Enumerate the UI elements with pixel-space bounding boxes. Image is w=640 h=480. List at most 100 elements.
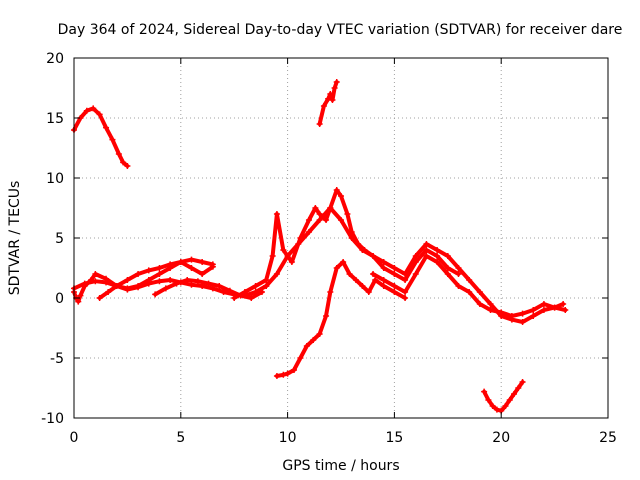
- data-point: [96, 295, 103, 301]
- series-arc-1: [72, 106, 130, 168]
- x-tick-label: 10: [279, 430, 297, 446]
- data-point: [434, 247, 441, 253]
- data-point: [487, 301, 494, 307]
- data-point: [333, 79, 340, 85]
- data-point: [205, 280, 212, 287]
- data-point: [167, 261, 174, 268]
- data-point: [199, 271, 206, 277]
- data-point: [323, 313, 330, 319]
- data-point: [316, 211, 323, 217]
- data-point: [320, 103, 327, 109]
- data-point: [188, 281, 195, 288]
- data-point: [310, 337, 317, 343]
- data-point: [90, 105, 97, 112]
- data-point: [312, 205, 319, 211]
- data-point: [519, 310, 526, 317]
- data-point: [88, 277, 95, 283]
- data-point: [231, 295, 238, 301]
- x-tick-label: 25: [599, 430, 617, 446]
- data-point: [562, 307, 569, 313]
- data-point: [412, 253, 419, 259]
- data-point: [92, 278, 99, 285]
- data-point: [434, 253, 441, 259]
- data-point: [325, 95, 332, 102]
- data-point: [258, 289, 265, 295]
- data-point: [444, 265, 451, 271]
- y-tick-label: 15: [46, 111, 64, 127]
- data-point: [280, 247, 287, 253]
- data-point: [273, 211, 280, 217]
- data-point: [103, 275, 110, 282]
- data-point: [344, 211, 351, 217]
- data-point: [77, 292, 84, 299]
- data-point: [423, 241, 430, 247]
- data-point: [316, 217, 323, 223]
- y-tick-label: 10: [46, 171, 64, 187]
- data-point: [370, 253, 377, 259]
- series-arc-9: [274, 260, 408, 378]
- data-point: [402, 277, 409, 283]
- data-point: [83, 107, 90, 114]
- data-point: [241, 289, 248, 295]
- data-point: [329, 97, 336, 103]
- data-point: [348, 235, 355, 241]
- data-point: [423, 253, 430, 259]
- data-point: [162, 285, 169, 292]
- data-point: [519, 319, 526, 325]
- x-tick-label: 0: [70, 430, 79, 446]
- data-point: [359, 283, 366, 289]
- data-point: [184, 277, 191, 283]
- data-point: [540, 301, 547, 307]
- data-point: [291, 367, 298, 373]
- y-tick-label: -10: [41, 411, 64, 427]
- data-point: [305, 229, 312, 235]
- data-point: [316, 121, 323, 127]
- data-point: [391, 271, 398, 277]
- data-point: [519, 379, 526, 385]
- data-point: [109, 136, 116, 143]
- data-point: [412, 271, 419, 277]
- y-tick-label: 5: [55, 231, 64, 247]
- data-point: [455, 283, 462, 289]
- data-point: [391, 289, 398, 295]
- data-point: [391, 283, 398, 289]
- data-point: [323, 217, 330, 223]
- x-tick-label: 15: [385, 430, 403, 446]
- data-point: [135, 271, 142, 277]
- data-point: [81, 283, 88, 289]
- data-point: [466, 277, 473, 283]
- data-point: [365, 289, 372, 295]
- data-point: [284, 253, 291, 259]
- data-point: [560, 301, 567, 307]
- x-axis-title: GPS time / hours: [282, 458, 399, 474]
- grid-layer: [74, 58, 608, 418]
- data-point: [316, 331, 323, 337]
- data-point: [423, 247, 430, 253]
- data-point: [252, 283, 259, 289]
- data-point: [380, 283, 387, 289]
- data-point: [124, 163, 131, 169]
- data-point: [115, 151, 122, 157]
- data-point: [476, 301, 483, 307]
- data-point: [269, 253, 276, 259]
- data-point: [551, 304, 558, 311]
- data-point: [333, 187, 340, 193]
- data-point: [338, 193, 344, 199]
- data-point: [402, 289, 409, 295]
- data-point: [120, 159, 127, 166]
- data-point: [226, 287, 233, 294]
- x-tick-label: 5: [176, 430, 185, 446]
- data-point: [188, 265, 195, 271]
- data-point: [280, 371, 287, 378]
- y-axis-title: SDTVAR / TECUs: [7, 181, 23, 296]
- data-point: [248, 295, 255, 301]
- data-point: [284, 370, 291, 377]
- data-point: [75, 298, 82, 305]
- data-point: [380, 277, 387, 283]
- data-point: [216, 283, 223, 289]
- data-point: [188, 256, 195, 263]
- data-point: [391, 265, 398, 271]
- data-point: [263, 283, 270, 289]
- data-point: [103, 124, 110, 131]
- data-point: [263, 277, 270, 283]
